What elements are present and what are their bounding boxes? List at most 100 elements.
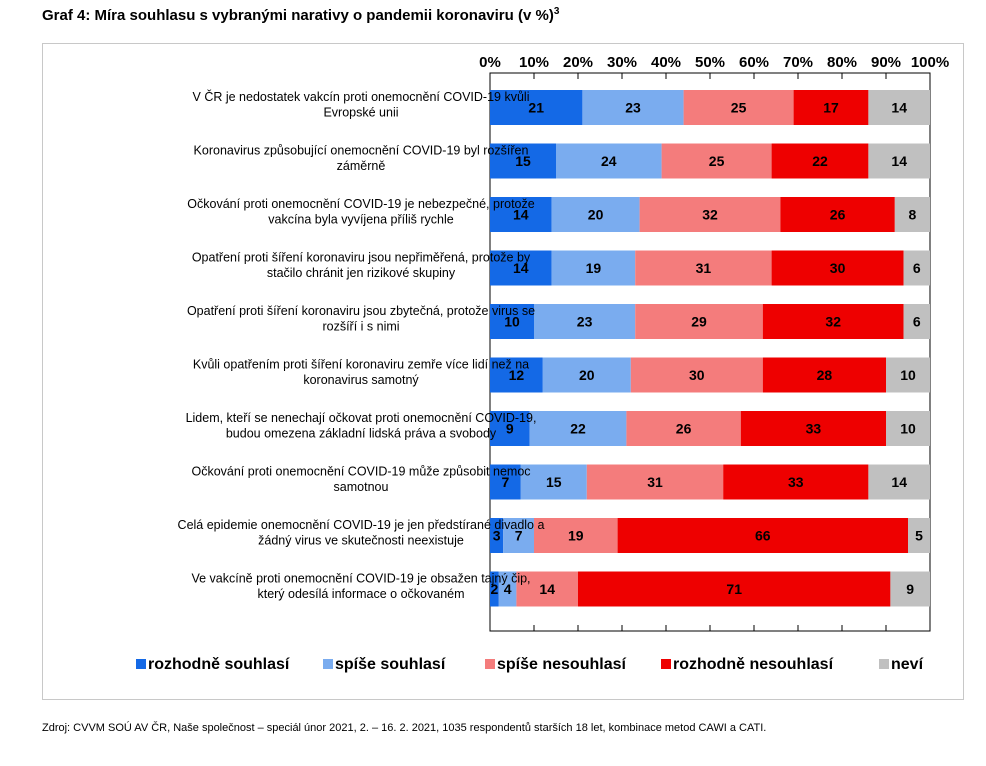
data-label: 15: [546, 474, 562, 490]
chart-frame: 0% 10% 20% 30% 40% 50% 60% 70% 80% 90% 100% 21 23 25 1…: [42, 43, 964, 700]
bar-segment: [503, 518, 534, 553]
stacked-bar-chart: 0% 10% 20% 30% 40% 50% 60% 70% 80% 90% 100%21 23 25 1…: [136, 54, 949, 673]
x-tick-label: 100%: [911, 54, 949, 71]
data-label: 28: [817, 367, 833, 383]
chart-title: Graf 4: Míra souhlasu s vybranými narati…: [42, 6, 559, 24]
data-label: 14: [539, 581, 555, 597]
bar-segment: [780, 197, 895, 232]
data-label: 20: [579, 367, 595, 383]
data-label: 2: [491, 581, 499, 597]
bar-segment: [490, 357, 543, 393]
legend-label: spíše souhlasí: [335, 656, 446, 673]
bar-segment: [639, 197, 781, 232]
data-label: 22: [570, 421, 586, 437]
data-label: 8: [909, 207, 917, 223]
data-label: 32: [702, 207, 718, 223]
bar-segment: [903, 304, 930, 339]
legend-swatch: [136, 659, 146, 669]
chart-title-text: Graf 4: Míra souhlasu s vybranými narati…: [42, 7, 554, 24]
category-label: Lidem, kteří se nenechají očkovat proti …: [186, 411, 537, 425]
category-label: Koronavirus způsobující onemocnění COVID…: [194, 144, 529, 158]
category-label: Opatření proti šíření koronaviru jsou ne…: [192, 251, 531, 265]
data-label: 14: [513, 260, 529, 276]
data-label: 10: [504, 314, 520, 330]
data-label: 30: [830, 260, 846, 276]
category-label: Ve vakcíně proti onemocnění COVID-19 je …: [191, 572, 530, 586]
bar-segment: [740, 411, 886, 446]
bar-segment: [534, 304, 636, 339]
data-label: 26: [830, 207, 846, 223]
bar-segment: [886, 357, 930, 393]
category-label: rozšíří i s nimi: [322, 320, 399, 334]
data-label: 14: [513, 207, 529, 223]
bar-segment: [534, 518, 618, 553]
bar-segment: [894, 197, 930, 232]
category-label: koronavirus samotný: [303, 373, 419, 387]
category-label: samotnou: [334, 480, 389, 494]
bar-segment: [630, 357, 763, 393]
data-label: 15: [515, 153, 531, 169]
x-tick-label: 30%: [607, 54, 637, 71]
data-label: 19: [586, 260, 602, 276]
data-label: 14: [891, 100, 907, 116]
bar-segment: [516, 571, 578, 607]
data-label: 14: [891, 153, 907, 169]
data-label: 24: [601, 153, 617, 169]
x-tick-label: 10%: [519, 54, 549, 71]
source-note: Zdroj: CVVM SOÚ AV ČR, Naše společnost –…: [42, 722, 767, 734]
bar-segment: [886, 411, 930, 446]
category-label: Kvůli opatřením proti šíření koronaviru …: [193, 358, 529, 372]
bar-segment: [551, 250, 636, 286]
x-tick-label: 80%: [827, 54, 857, 71]
bar-segment: [661, 143, 772, 179]
data-label: 71: [726, 581, 742, 597]
legend-label: spíše nesouhlasí: [497, 656, 626, 673]
legend-label: neví: [891, 656, 924, 673]
data-label: 9: [906, 581, 914, 597]
category-label: Evropské unii: [323, 106, 398, 120]
data-label: 25: [731, 100, 747, 116]
bar-segment: [498, 571, 517, 607]
x-tick-label: 0%: [479, 54, 501, 71]
bar-segment: [490, 571, 499, 607]
category-label: Očkování proti onemocnění COVID-19 může …: [191, 465, 530, 479]
legend-swatch: [323, 659, 333, 669]
category-label: V ČR je nedostatek vakcín proti onemocně…: [193, 89, 530, 104]
category-label: Opatření proti šíření koronaviru jsou zb…: [187, 304, 535, 318]
data-label: 30: [689, 367, 705, 383]
data-label: 22: [812, 153, 828, 169]
bar-segment: [868, 90, 930, 125]
bar-segment: [635, 250, 772, 286]
bar-segment: [551, 197, 640, 232]
bar-segment: [723, 464, 869, 500]
bar-segment: [890, 571, 930, 607]
bar-segment: [868, 464, 930, 500]
data-label: 33: [788, 474, 804, 490]
bar-segment: [490, 250, 552, 286]
bar-segment: [542, 357, 631, 393]
data-label: 66: [755, 528, 771, 544]
bar-segment: [582, 90, 684, 125]
data-label: 12: [509, 367, 525, 383]
bar-segment: [626, 411, 741, 446]
bar-segment: [556, 143, 662, 179]
data-label: 17: [823, 100, 839, 116]
data-label: 6: [913, 260, 921, 276]
legend-label: rozhodně nesouhlasí: [673, 656, 834, 673]
bar-segment: [868, 143, 930, 179]
bar-segment: [793, 90, 869, 125]
x-tick-label: 50%: [695, 54, 725, 71]
category-label: Očkování proti onemocnění COVID-19 je ne…: [187, 197, 534, 211]
legend-swatch: [879, 659, 889, 669]
bar-segment: [771, 250, 904, 286]
x-tick-label: 20%: [563, 54, 593, 71]
bar-segment: [683, 90, 794, 125]
data-label: 4: [504, 581, 512, 597]
title-footnote-mark: 3: [553, 6, 560, 17]
data-label: 14: [891, 474, 907, 490]
x-tick-label: 70%: [783, 54, 813, 71]
bar-segment: [617, 518, 908, 553]
bar-segment: [490, 518, 504, 553]
data-label: 31: [696, 260, 712, 276]
data-label: 32: [825, 314, 841, 330]
